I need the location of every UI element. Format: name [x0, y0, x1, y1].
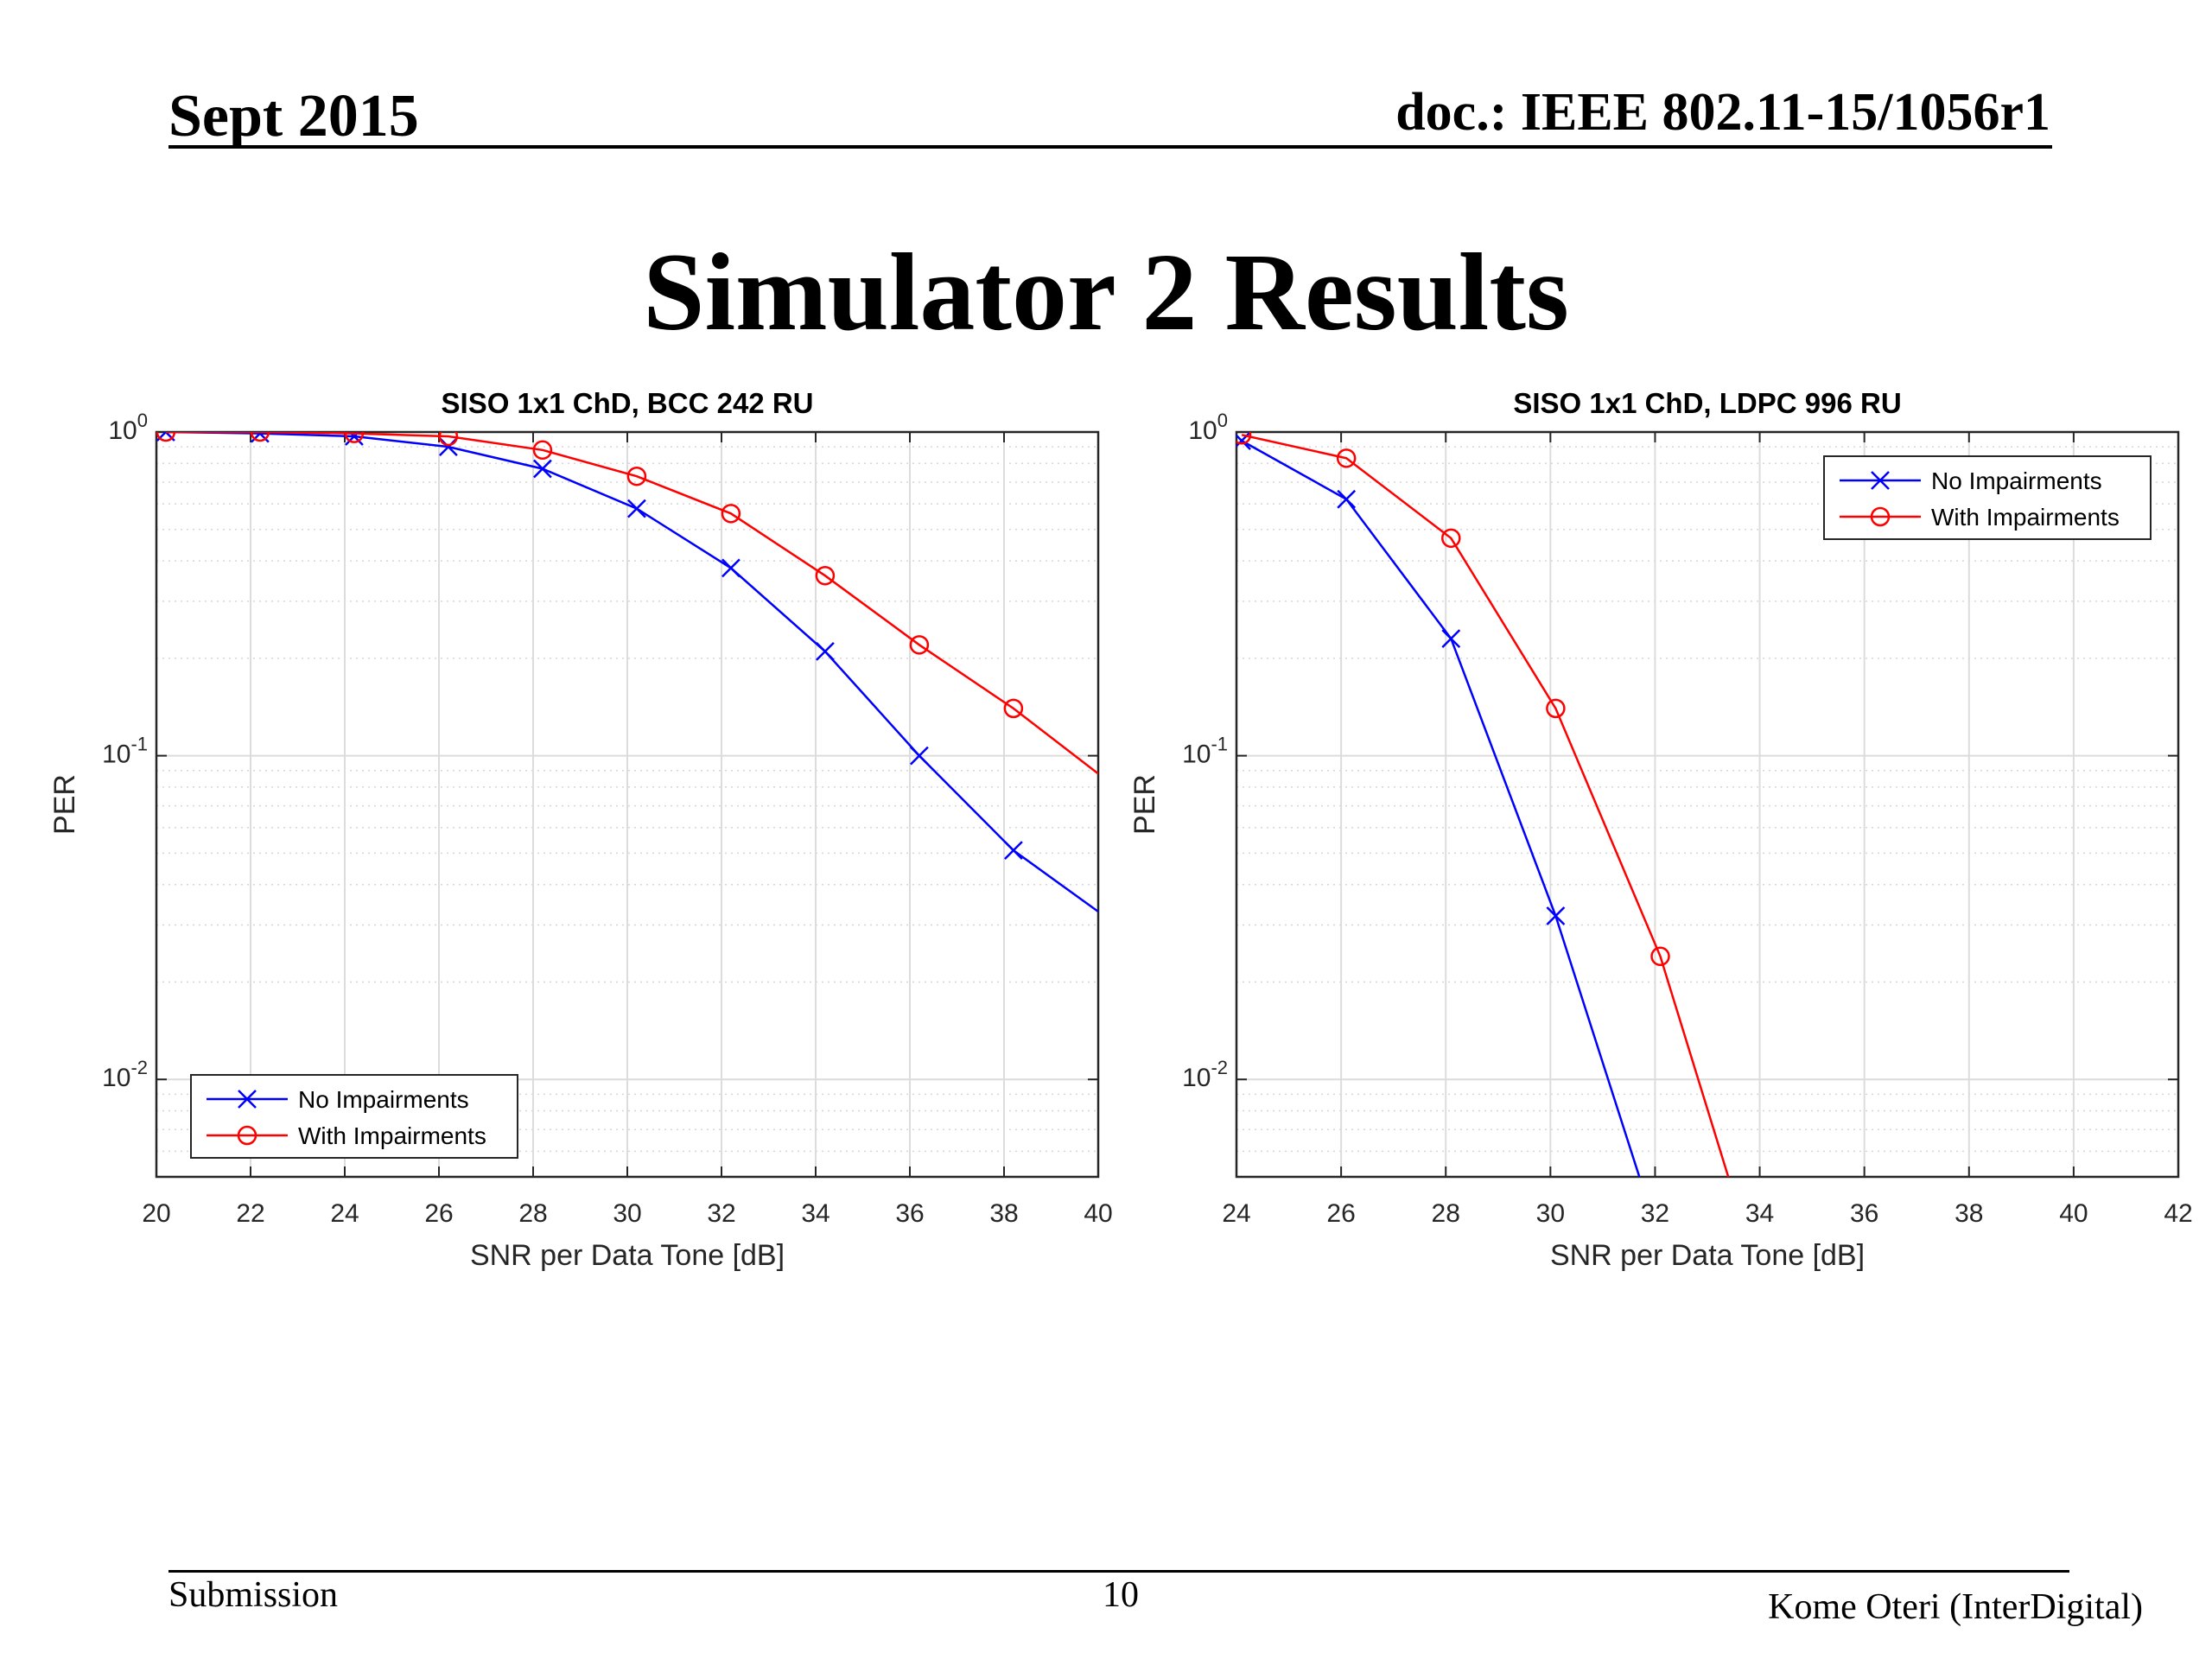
data-point-no-impairments	[1236, 432, 1251, 450]
series-with-impairments	[156, 432, 1098, 775]
data-point-with-impairments	[815, 565, 836, 586]
footer-author: Kome Oteri (InterDigital)	[1768, 1587, 2143, 1627]
data-point-with-impairments	[909, 635, 930, 655]
x-axis-label: SNR per Data Tone [dB]	[470, 1239, 785, 1272]
legend-box	[190, 1074, 518, 1159]
data-point-no-impairments	[627, 499, 646, 518]
y-axis-label: PER	[1128, 774, 1161, 835]
data-point-no-impairments	[1546, 906, 1566, 925]
data-point-with-impairments	[721, 504, 741, 524]
x-tick-label: 34	[1745, 1199, 1774, 1228]
data-point-with-impairments	[250, 432, 270, 442]
x-tick-label: 36	[895, 1199, 924, 1228]
chart-title: SISO 1x1 ChD, BCC 242 RU	[442, 387, 814, 419]
y-tick-label: 10-1	[102, 734, 148, 769]
data-point-no-impairments	[439, 437, 458, 457]
series-with-impairments	[1236, 432, 1730, 1177]
x-tick-label: 38	[989, 1199, 1018, 1228]
y-tick-label: 100	[108, 410, 148, 445]
y-tick-label: 10-2	[1182, 1057, 1228, 1092]
data-point-no-impairments	[910, 746, 929, 766]
x-tick-label: 38	[1955, 1199, 1983, 1228]
x-tick-label: 22	[236, 1199, 264, 1228]
data-point-with-impairments	[156, 432, 176, 442]
x-tick-label: 36	[1850, 1199, 1878, 1228]
footer-page-number: 10	[1103, 1575, 1139, 1615]
x-tick-label: 34	[801, 1199, 830, 1228]
legend: No Impairments With Impairments	[190, 1074, 518, 1159]
x-tick-label: 40	[1084, 1199, 1112, 1228]
y-tick-label: 10-1	[1182, 734, 1228, 769]
series-line-with-impairments	[1241, 434, 1730, 1177]
legend-marker-no-impairments	[238, 1090, 257, 1109]
legend-label-no-impairments: No Impairments	[1931, 467, 2102, 494]
x-tick-label: 40	[2059, 1199, 2088, 1228]
x-tick-label: 26	[424, 1199, 453, 1228]
x-tick-label: 28	[1432, 1199, 1460, 1228]
legend-label-with-impairments: With Impairments	[1931, 504, 2120, 531]
x-tick-label: 32	[1641, 1199, 1669, 1228]
data-point-with-impairments	[344, 432, 365, 443]
data-point-no-impairments	[721, 558, 741, 578]
x-tick-label: 24	[330, 1199, 359, 1228]
data-point-with-impairments	[532, 440, 553, 461]
data-point-with-impairments	[1546, 698, 1566, 719]
data-point-no-impairments	[345, 432, 364, 446]
x-tick-label: 28	[518, 1199, 547, 1228]
x-axis-label: SNR per Data Tone [dB]	[1550, 1239, 1865, 1272]
data-point-no-impairments	[1441, 629, 1461, 648]
legend-marker-no-impairments	[1871, 471, 1890, 490]
data-point-no-impairments	[533, 459, 552, 479]
y-axis-label: PER	[48, 774, 81, 835]
footer-submission: Submission	[168, 1575, 339, 1615]
x-tick-label: 26	[1326, 1199, 1355, 1228]
chart-title: SISO 1x1 ChD, LDPC 996 RU	[1513, 387, 1901, 419]
series-line-with-impairments	[165, 432, 1098, 775]
legend: No Impairments With Impairments	[1823, 455, 2152, 540]
data-point-no-impairments	[1337, 489, 1357, 509]
header-doc-id: doc.: IEEE 802.11-15/1056r1	[1395, 83, 2050, 142]
series-no-impairments	[1236, 432, 1641, 1177]
data-point-with-impairments	[1441, 528, 1461, 549]
data-point-with-impairments	[626, 466, 647, 486]
legend-marker-with-impairments	[237, 1125, 257, 1146]
legend-label-with-impairments: With Impairments	[298, 1122, 486, 1149]
chart-bcc-242-ru: 20 22 24 26 28 30 32 34 36 38 40 10-2 10-1 100 SISO 1x…	[48, 387, 1113, 1272]
x-tick-label: 30	[1536, 1199, 1565, 1228]
x-tick-label: 42	[2164, 1199, 2192, 1228]
axes-box	[1235, 430, 2180, 1179]
y-tick-label: 100	[1188, 410, 1228, 445]
header-date: Sept 2015	[168, 83, 419, 149]
data-point-no-impairments	[1004, 841, 1023, 861]
data-point-with-impairments	[1236, 432, 1252, 445]
data-point-no-impairments	[816, 642, 835, 661]
x-tick-label: 30	[613, 1199, 641, 1228]
footer-rule	[168, 1570, 2069, 1573]
legend-marker-with-impairments	[1870, 506, 1891, 527]
header-rule	[168, 145, 2052, 149]
data-point-with-impairments	[1336, 448, 1357, 468]
x-tick-label: 32	[707, 1199, 735, 1228]
data-point-with-impairments	[438, 432, 459, 447]
chart-ldpc-996-ru: 24 26 28 30 32 34 36 38 40 42 10-2 10-1 100 SISO 1x1 …	[1128, 387, 2193, 1272]
x-tick-label: 20	[142, 1199, 170, 1228]
legend-label-no-impairments: No Impairments	[298, 1086, 469, 1113]
plot-area	[1236, 432, 2178, 1177]
x-tick-label: 24	[1222, 1199, 1250, 1228]
data-point-with-impairments	[1650, 946, 1670, 967]
y-tick-label: 10-2	[102, 1057, 148, 1092]
data-point-with-impairments	[1003, 698, 1024, 719]
slide-title: Simulator 2 Results	[643, 231, 1569, 353]
